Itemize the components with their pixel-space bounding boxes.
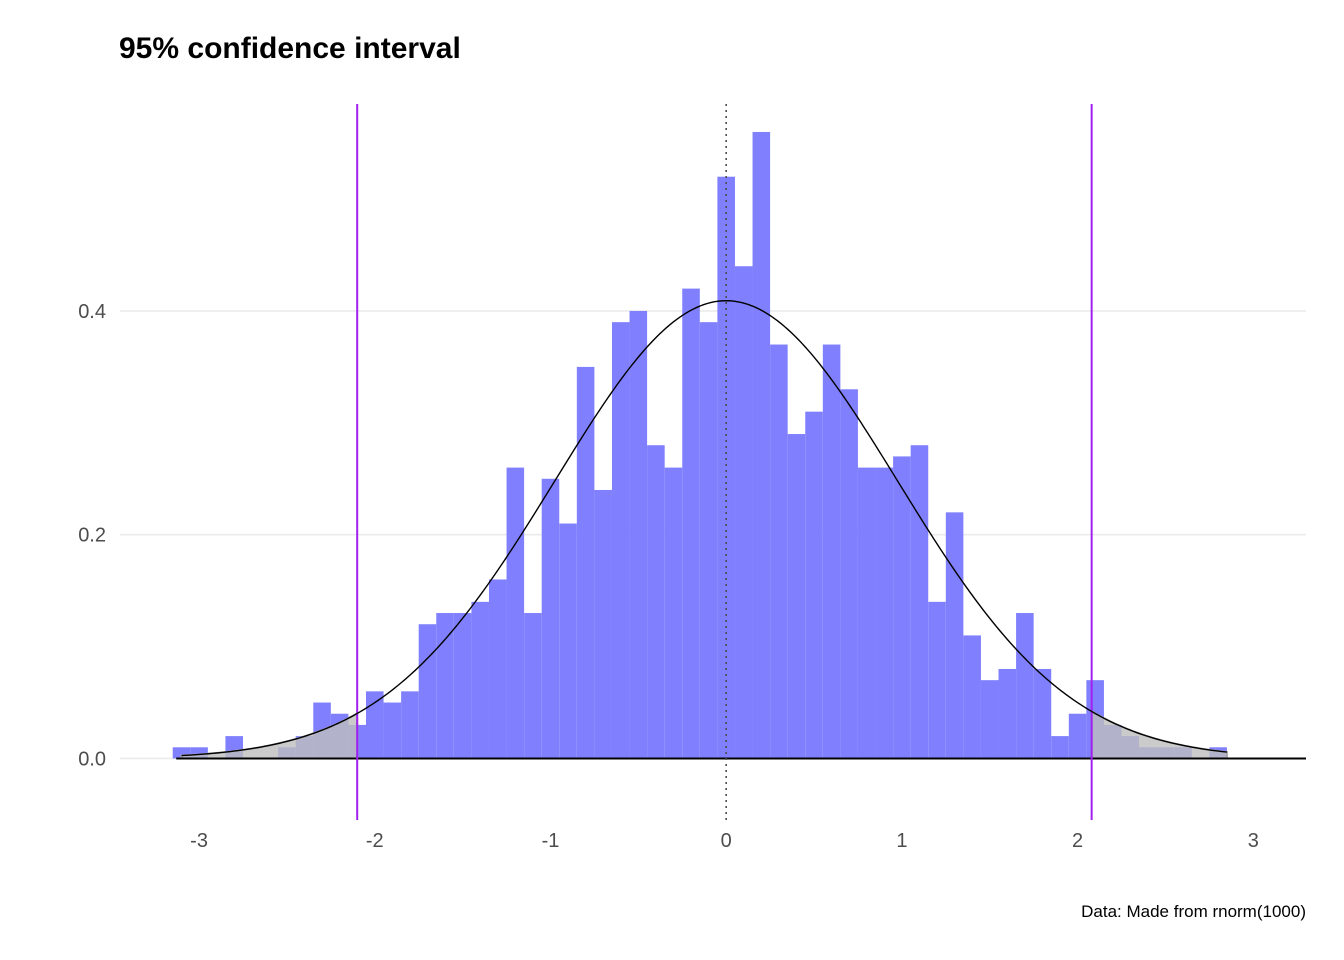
histogram-bar: [541, 478, 560, 759]
x-tick-label: -3: [190, 830, 208, 852]
histogram-bar: [822, 344, 841, 759]
x-tick-label: 2: [1072, 830, 1083, 852]
histogram-bar: [682, 288, 700, 759]
histogram-bar: [945, 512, 964, 759]
x-tick-label: -2: [366, 830, 384, 852]
histogram-bar: [365, 691, 384, 759]
histogram-bar: [506, 467, 525, 759]
histogram-bar: [910, 445, 929, 759]
histogram-bar: [594, 489, 612, 759]
histogram-bar: [980, 680, 999, 759]
histogram-bar: [418, 624, 437, 759]
histogram-bar: [436, 613, 454, 759]
y-tick-label: 0.2: [78, 525, 106, 547]
histogram-bar: [805, 411, 823, 759]
x-tick-label: 3: [1248, 830, 1259, 852]
histogram-bars: [172, 131, 1227, 759]
histogram-bar: [471, 601, 489, 759]
histogram-bar: [699, 322, 718, 759]
histogram-bar: [453, 613, 472, 759]
histogram-bar: [787, 434, 806, 759]
reference-lines: [176, 104, 1306, 820]
histogram-bar: [559, 523, 577, 759]
histogram-bar: [664, 467, 683, 759]
histogram-bar: [717, 176, 735, 759]
histogram-bar: [611, 322, 630, 759]
chart-caption: Data: Made from rnorm(1000): [1081, 902, 1306, 921]
histogram-bar: [488, 579, 507, 759]
density-curve: [181, 300, 1228, 757]
histogram-bar: [576, 366, 595, 759]
histogram-bar: [734, 266, 753, 759]
histogram-bar: [401, 691, 419, 759]
right-tail-area: [1090, 709, 1228, 760]
x-tick-label: 1: [896, 830, 907, 852]
histogram-bar: [893, 456, 911, 759]
x-tick-label: 0: [721, 830, 732, 852]
histogram-bar: [1016, 613, 1034, 759]
histogram-bar: [647, 445, 665, 759]
histogram-bar: [840, 389, 858, 759]
histogram-bar: [928, 601, 946, 759]
histogram-bar: [857, 467, 876, 759]
histogram-bar: [770, 344, 788, 759]
histogram-bar: [752, 131, 771, 759]
axis-labels: -3 -2 -1 0 1 2 3 0.0 0.2 0.4: [78, 301, 1259, 852]
histogram-bar: [190, 747, 208, 759]
histogram-bar: [1033, 668, 1052, 759]
density-curve-layer: [181, 300, 1228, 757]
histogram-bar: [998, 668, 1017, 759]
histogram-bar: [963, 635, 981, 759]
chart-title: 95% confidence interval: [119, 32, 461, 65]
histogram-bar: [1051, 736, 1069, 759]
y-tick-label: 0.4: [78, 301, 106, 323]
histogram-bar: [1068, 713, 1087, 759]
histogram-bar: [172, 747, 191, 759]
histogram-bar: [875, 467, 894, 759]
x-tick-label: -1: [542, 830, 560, 852]
y-tick-label: 0.0: [78, 748, 106, 770]
histogram-bar: [524, 613, 542, 759]
histogram-bar: [629, 310, 648, 759]
histogram-bar: [383, 702, 402, 759]
